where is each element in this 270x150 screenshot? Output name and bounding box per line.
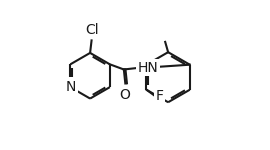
Text: O: O <box>119 88 130 102</box>
Text: N: N <box>65 80 76 94</box>
Text: HN: HN <box>138 61 158 75</box>
Text: F: F <box>156 89 164 103</box>
Text: Cl: Cl <box>86 23 99 37</box>
